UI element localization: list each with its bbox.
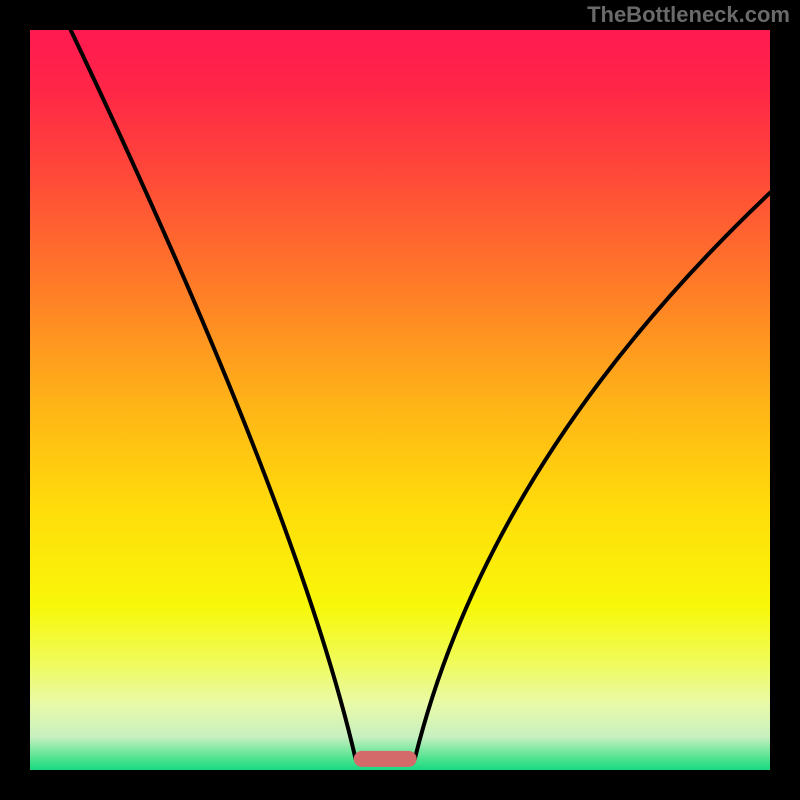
plot-svg [30, 30, 770, 770]
plot-area [30, 30, 770, 770]
chart-container: TheBottleneck.com [0, 0, 800, 800]
bottleneck-marker [354, 751, 417, 767]
watermark-text: TheBottleneck.com [587, 2, 790, 28]
plot-background [30, 30, 770, 770]
